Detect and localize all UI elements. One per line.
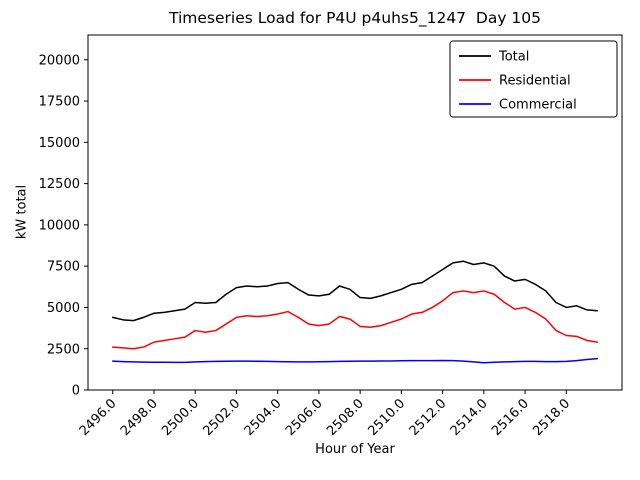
series-line-residential <box>111 290 599 350</box>
x-tick-label: 2504.0 <box>242 396 285 439</box>
series-line-total <box>111 260 599 322</box>
legend-label-residential: Residential <box>499 74 571 89</box>
x-tick-label: 2518.0 <box>530 396 573 439</box>
y-tick-label: 15000 <box>39 136 80 151</box>
x-tick-label: 2510.0 <box>365 396 408 439</box>
x-tick-label: 2502.0 <box>200 396 243 439</box>
x-tick-label: 2508.0 <box>324 396 367 439</box>
axes-frame <box>87 34 623 391</box>
x-tick-label: 2496.0 <box>77 396 120 439</box>
x-tick-label: 2512.0 <box>407 396 450 439</box>
y-tick-label: 10000 <box>39 218 80 233</box>
y-tick-label: 17500 <box>39 95 80 110</box>
y-tick-label: 12500 <box>39 177 80 192</box>
y-tick-label: 0 <box>72 384 80 399</box>
x-tick-label: 2514.0 <box>448 396 491 439</box>
y-tick-label: 20000 <box>39 53 80 68</box>
x-tick-label: 2516.0 <box>489 396 532 439</box>
legend-box <box>449 40 618 118</box>
y-tick-label: 7500 <box>47 260 80 275</box>
y-tick-label: 2500 <box>47 342 80 357</box>
x-tick-label: 2500.0 <box>159 396 202 439</box>
chart-title: Timeseries Load for P4U p4uhs5_1247 Day … <box>168 9 542 27</box>
y-tick-label: 5000 <box>47 301 80 316</box>
series-line-commercial <box>111 357 599 364</box>
x-tick-label: 2498.0 <box>118 396 161 439</box>
x-tick-label: 2506.0 <box>283 396 326 439</box>
x-axis-label: Hour of Year <box>315 442 395 457</box>
legend-label-commercial: Commercial <box>499 98 577 113</box>
legend-label-total: Total <box>498 50 529 65</box>
